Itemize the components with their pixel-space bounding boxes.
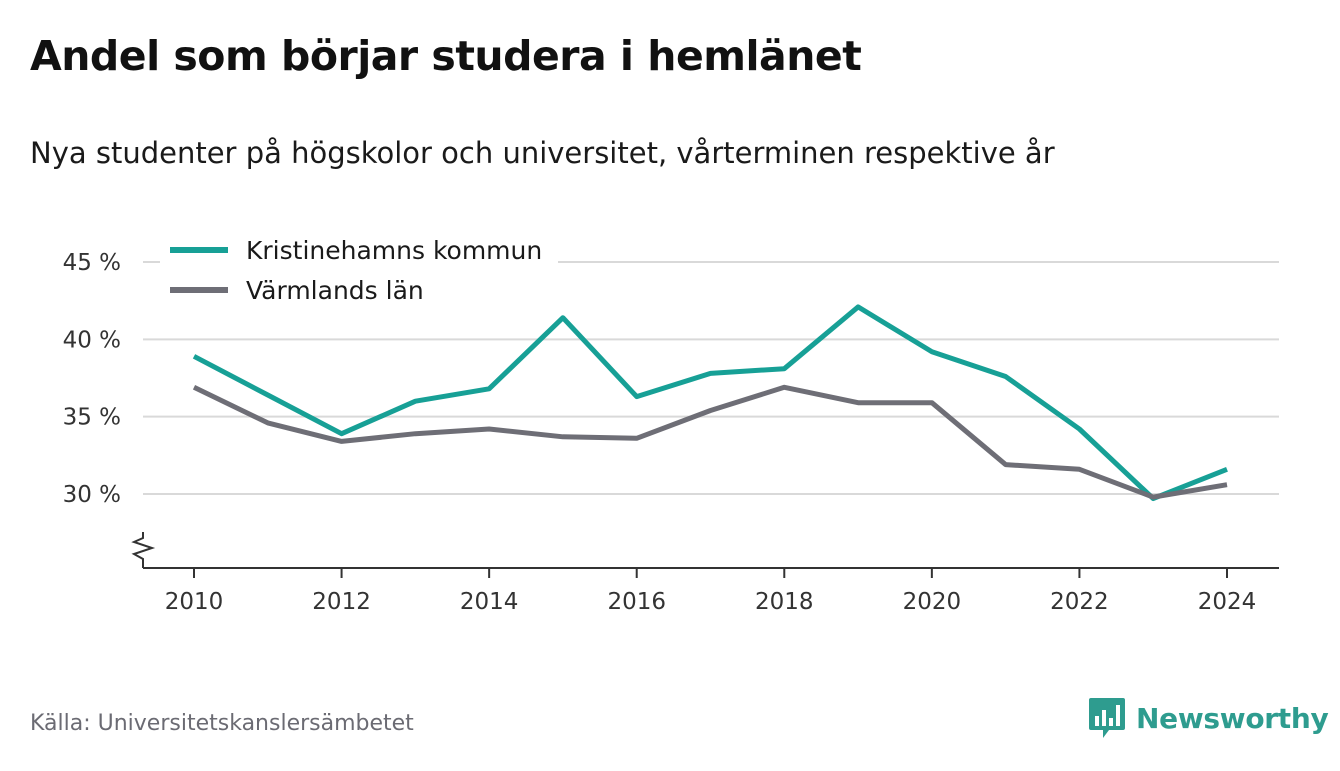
brand-name: Newsworthy	[1136, 701, 1329, 735]
x-tick-label: 2020	[903, 589, 962, 615]
source-note: Källa: Universitetskanslersämbetet	[30, 711, 414, 736]
x-tick-label: 2024	[1198, 589, 1257, 615]
legend-label: Värmlands län	[246, 276, 424, 305]
x-tick-label: 2014	[460, 589, 519, 615]
x-tick-label: 2016	[607, 589, 666, 615]
line-chart: 30 % 35 % 40 % 45 % 2010 2012 2014 2016 2018 2020…	[62, 232, 1279, 615]
legend-label: Kristinehamns kommun	[246, 236, 542, 265]
series-lines	[192, 304, 1228, 502]
axis-break-marker	[131, 532, 156, 561]
bar-chart-speech-bubble-icon	[1089, 698, 1125, 738]
legend-background	[160, 232, 558, 310]
chart-subtitle: Nya studenter på högskolor och universit…	[30, 136, 1055, 170]
y-tick-label: 40 %	[63, 327, 121, 353]
x-tick-label: 2010	[165, 589, 224, 615]
x-tick-label: 2012	[312, 589, 371, 615]
series-line-varmlands-lan	[192, 384, 1228, 500]
y-tick-label: 35 %	[63, 405, 121, 431]
x-tick-label: 2018	[755, 589, 814, 615]
series-line-kristinehamns-kommun	[192, 304, 1228, 502]
axes: 30 % 35 % 40 % 45 % 2010 2012 2014 2016 2018 2020…	[63, 250, 1279, 615]
brand-logo: Newsworthy	[1088, 696, 1329, 740]
y-tick-label: 45 %	[63, 250, 121, 276]
legend: Kristinehamns kommun Värmlands län	[160, 232, 558, 310]
x-tick-label: 2022	[1050, 589, 1109, 615]
chart-title: Andel som börjar studera i hemlänet	[30, 32, 862, 80]
y-tick-label: 30 %	[63, 482, 121, 508]
